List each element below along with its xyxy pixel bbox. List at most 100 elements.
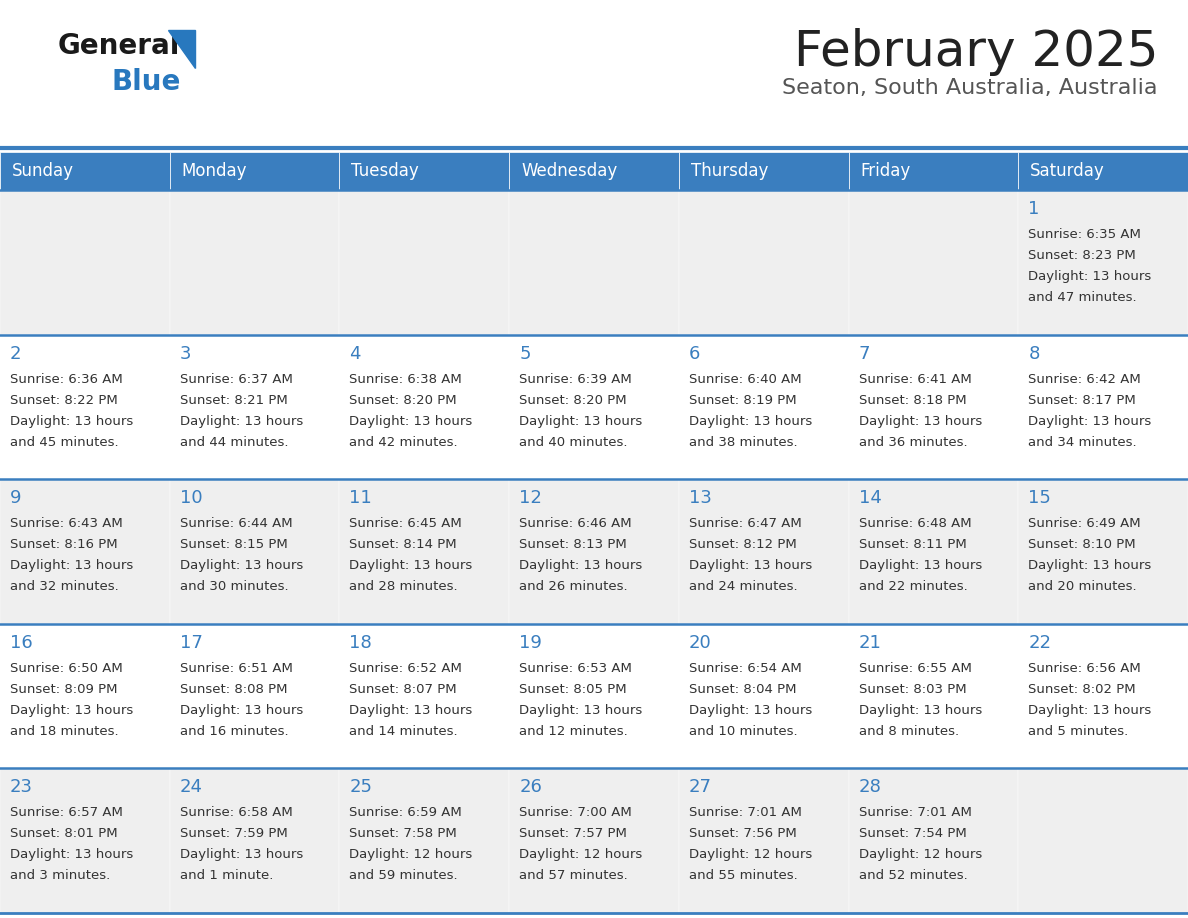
Text: Sunrise: 6:54 AM: Sunrise: 6:54 AM	[689, 662, 802, 675]
Text: Sunrise: 6:35 AM: Sunrise: 6:35 AM	[1029, 228, 1142, 241]
Text: 11: 11	[349, 489, 372, 508]
Text: Daylight: 12 hours: Daylight: 12 hours	[519, 848, 643, 861]
Text: Daylight: 13 hours: Daylight: 13 hours	[1029, 704, 1151, 717]
Text: and 55 minutes.: and 55 minutes.	[689, 869, 797, 882]
Text: and 20 minutes.: and 20 minutes.	[1029, 580, 1137, 593]
Bar	[848, 768, 1018, 913]
Text: Sunday: Sunday	[12, 162, 74, 180]
Text: Sunset: 8:10 PM: Sunset: 8:10 PM	[1029, 538, 1136, 551]
Text: Sunrise: 6:36 AM: Sunrise: 6:36 AM	[10, 373, 122, 386]
Text: Sunrise: 6:51 AM: Sunrise: 6:51 AM	[179, 662, 292, 675]
Bar	[1018, 624, 1188, 768]
Text: Thursday: Thursday	[691, 162, 769, 180]
Text: Sunset: 8:21 PM: Sunset: 8:21 PM	[179, 394, 287, 407]
Text: Daylight: 13 hours: Daylight: 13 hours	[689, 415, 813, 428]
Bar	[848, 152, 1018, 190]
Text: and 16 minutes.: and 16 minutes.	[179, 725, 289, 738]
Bar	[340, 190, 510, 334]
Text: 23: 23	[10, 778, 33, 797]
Text: Sunrise: 6:46 AM: Sunrise: 6:46 AM	[519, 517, 632, 531]
Text: and 28 minutes.: and 28 minutes.	[349, 580, 459, 593]
Bar	[340, 334, 510, 479]
Text: Saturday: Saturday	[1030, 162, 1105, 180]
Text: Sunrise: 6:47 AM: Sunrise: 6:47 AM	[689, 517, 802, 531]
Text: Sunset: 8:01 PM: Sunset: 8:01 PM	[10, 827, 118, 840]
Text: Sunset: 8:22 PM: Sunset: 8:22 PM	[10, 394, 118, 407]
Text: Sunrise: 6:37 AM: Sunrise: 6:37 AM	[179, 373, 292, 386]
Text: 2: 2	[10, 344, 21, 363]
Polygon shape	[168, 30, 195, 68]
Text: Sunrise: 6:55 AM: Sunrise: 6:55 AM	[859, 662, 972, 675]
Text: Sunset: 7:56 PM: Sunset: 7:56 PM	[689, 827, 797, 840]
Text: and 40 minutes.: and 40 minutes.	[519, 436, 627, 449]
Text: Daylight: 13 hours: Daylight: 13 hours	[859, 559, 981, 572]
Text: 17: 17	[179, 633, 203, 652]
Text: Sunrise: 7:01 AM: Sunrise: 7:01 AM	[859, 806, 972, 820]
Text: Sunset: 8:23 PM: Sunset: 8:23 PM	[1029, 249, 1136, 262]
Text: 27: 27	[689, 778, 712, 797]
Text: Sunset: 8:03 PM: Sunset: 8:03 PM	[859, 683, 966, 696]
Text: Sunrise: 6:53 AM: Sunrise: 6:53 AM	[519, 662, 632, 675]
Text: Blue: Blue	[112, 68, 182, 96]
Text: 22: 22	[1029, 633, 1051, 652]
Bar	[1018, 479, 1188, 624]
Bar	[678, 768, 848, 913]
Text: Daylight: 13 hours: Daylight: 13 hours	[859, 415, 981, 428]
Text: Sunrise: 6:59 AM: Sunrise: 6:59 AM	[349, 806, 462, 820]
Bar	[0, 768, 170, 913]
Text: Daylight: 13 hours: Daylight: 13 hours	[10, 704, 133, 717]
Text: 15: 15	[1029, 489, 1051, 508]
Text: 18: 18	[349, 633, 372, 652]
Text: Sunrise: 6:57 AM: Sunrise: 6:57 AM	[10, 806, 122, 820]
Text: 9: 9	[10, 489, 21, 508]
Text: Daylight: 13 hours: Daylight: 13 hours	[519, 559, 643, 572]
Bar	[0, 334, 170, 479]
Text: and 45 minutes.: and 45 minutes.	[10, 436, 119, 449]
Text: and 32 minutes.: and 32 minutes.	[10, 580, 119, 593]
Text: Sunset: 8:18 PM: Sunset: 8:18 PM	[859, 394, 966, 407]
Bar	[0, 624, 170, 768]
Text: Tuesday: Tuesday	[352, 162, 419, 180]
Text: and 59 minutes.: and 59 minutes.	[349, 869, 459, 882]
Text: 16: 16	[10, 633, 33, 652]
Text: 14: 14	[859, 489, 881, 508]
Text: and 14 minutes.: and 14 minutes.	[349, 725, 459, 738]
Text: Sunrise: 6:39 AM: Sunrise: 6:39 AM	[519, 373, 632, 386]
Text: Daylight: 13 hours: Daylight: 13 hours	[859, 704, 981, 717]
Text: Sunrise: 6:49 AM: Sunrise: 6:49 AM	[1029, 517, 1140, 531]
Text: and 1 minute.: and 1 minute.	[179, 869, 273, 882]
Bar	[170, 768, 340, 913]
Text: Daylight: 13 hours: Daylight: 13 hours	[1029, 270, 1151, 283]
Bar	[510, 334, 678, 479]
Text: Daylight: 12 hours: Daylight: 12 hours	[859, 848, 981, 861]
Bar	[170, 190, 340, 334]
Text: and 5 minutes.: and 5 minutes.	[1029, 725, 1129, 738]
Bar	[848, 190, 1018, 334]
Bar	[340, 479, 510, 624]
Text: 21: 21	[859, 633, 881, 652]
Text: 4: 4	[349, 344, 361, 363]
Text: Sunrise: 6:56 AM: Sunrise: 6:56 AM	[1029, 662, 1140, 675]
Text: 1: 1	[1029, 200, 1040, 218]
Text: Daylight: 13 hours: Daylight: 13 hours	[179, 559, 303, 572]
Text: 26: 26	[519, 778, 542, 797]
Text: 13: 13	[689, 489, 712, 508]
Text: Sunrise: 6:38 AM: Sunrise: 6:38 AM	[349, 373, 462, 386]
Text: Daylight: 12 hours: Daylight: 12 hours	[689, 848, 813, 861]
Bar	[0, 152, 170, 190]
Text: 19: 19	[519, 633, 542, 652]
Text: Sunset: 7:58 PM: Sunset: 7:58 PM	[349, 827, 457, 840]
Bar	[0, 190, 170, 334]
Text: Sunset: 8:05 PM: Sunset: 8:05 PM	[519, 683, 627, 696]
Bar	[340, 768, 510, 913]
Text: 5: 5	[519, 344, 531, 363]
Text: Daylight: 13 hours: Daylight: 13 hours	[349, 704, 473, 717]
Text: Sunset: 8:17 PM: Sunset: 8:17 PM	[1029, 394, 1136, 407]
Bar	[848, 334, 1018, 479]
Text: Sunset: 8:09 PM: Sunset: 8:09 PM	[10, 683, 118, 696]
Text: Wednesday: Wednesday	[522, 162, 618, 180]
Text: 28: 28	[859, 778, 881, 797]
Bar	[510, 190, 678, 334]
Text: 7: 7	[859, 344, 870, 363]
Text: 6: 6	[689, 344, 700, 363]
